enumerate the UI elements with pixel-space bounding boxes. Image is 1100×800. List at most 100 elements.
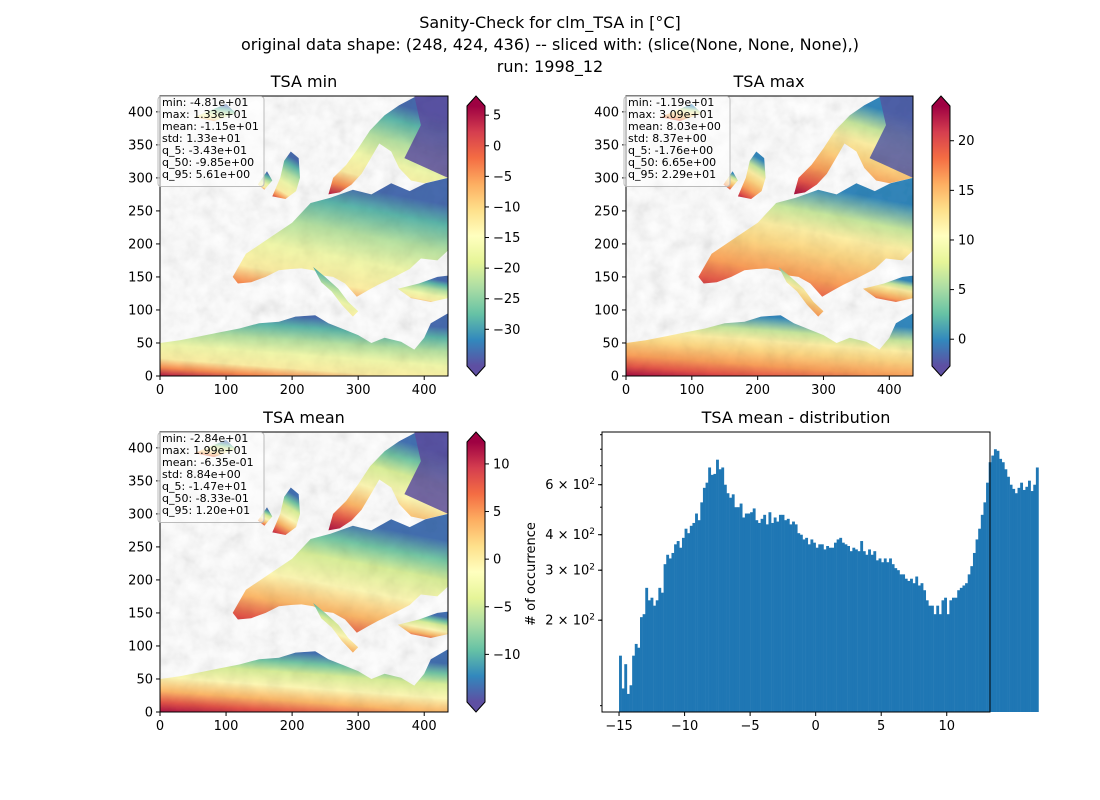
histogram-bar xyxy=(936,605,940,712)
histogram-bar xyxy=(797,533,801,712)
histogram-bar xyxy=(705,482,709,712)
stats-line: q_50: -8.33e-01 xyxy=(162,492,249,505)
histogram-bar xyxy=(744,513,748,712)
histogram-bar xyxy=(875,560,879,712)
land-mask xyxy=(626,96,913,376)
colorbar-tick-label: 20 xyxy=(958,134,975,149)
histogram-bar xyxy=(747,513,751,712)
histogram-bar xyxy=(687,533,691,712)
histogram-bar xyxy=(789,524,793,712)
colorbar-tick-label: −5 xyxy=(493,170,512,185)
stats-line: mean: -6.35e-01 xyxy=(162,456,254,469)
histogram-bar xyxy=(760,518,764,712)
colorbar-tick-label: −15 xyxy=(493,231,520,246)
stats-line: min: -2.84e+01 xyxy=(162,432,248,445)
histogram-bar xyxy=(1014,493,1018,712)
histogram-bar xyxy=(784,520,788,712)
histogram-bar xyxy=(881,562,885,712)
histogram-bar xyxy=(883,558,887,712)
land-region xyxy=(778,267,824,317)
histogram-bar xyxy=(658,587,662,712)
histogram-bar xyxy=(626,693,630,712)
histogram-bar xyxy=(1017,487,1021,712)
y-tick-label: 50 xyxy=(136,672,153,687)
histogram-bar xyxy=(1004,469,1008,712)
histogram-bar xyxy=(700,502,704,712)
histogram-bar xyxy=(718,469,722,712)
histogram-bar xyxy=(679,547,683,712)
stats-line: std: 8.84e+00 xyxy=(162,468,241,481)
y-tick-label: 400 xyxy=(128,105,153,120)
stats-line: q_95: 5.61e+00 xyxy=(162,168,250,181)
histogram-bar xyxy=(681,537,685,712)
land-region xyxy=(397,611,448,638)
histogram-bar xyxy=(1020,482,1024,712)
histogram-bar xyxy=(1001,462,1005,712)
histogram-bar xyxy=(1009,484,1013,712)
stats-line: mean: 8.03e+00 xyxy=(628,120,721,133)
histogram-bar xyxy=(695,513,698,712)
colorbar-tick-label: −25 xyxy=(493,292,520,307)
histogram-bar xyxy=(781,514,785,712)
y-tick-label: 4 × 102 xyxy=(545,527,595,543)
histogram-bar xyxy=(1007,476,1010,712)
panel-title: TSA min xyxy=(270,72,337,91)
histogram-bar xyxy=(629,685,633,712)
plot-frame xyxy=(625,95,914,377)
histogram-bar xyxy=(689,525,693,712)
histogram-bar xyxy=(755,520,759,712)
land-region xyxy=(869,96,913,178)
land-region xyxy=(272,151,300,199)
histogram-bar xyxy=(1025,486,1029,712)
histogram-bar xyxy=(886,562,890,712)
land-region xyxy=(232,177,448,297)
stats-line: min: -4.81e+01 xyxy=(162,96,248,109)
histogram-bar xyxy=(1035,467,1039,712)
histogram-bar xyxy=(794,524,798,712)
histogram-bar xyxy=(854,549,858,712)
histogram-bar xyxy=(986,482,989,712)
colorbar-tick-label: 5 xyxy=(958,283,966,298)
stats-box-bg xyxy=(157,96,265,187)
map-image xyxy=(160,432,448,712)
histogram-bar xyxy=(765,524,769,712)
histogram-bar xyxy=(632,655,636,712)
x-tick-label: 100 xyxy=(214,383,239,398)
histogram-bar xyxy=(737,507,740,712)
histogram-bar xyxy=(831,547,835,712)
histogram-bar xyxy=(731,494,735,712)
land-region xyxy=(698,177,913,297)
histogram-bar xyxy=(619,655,622,712)
colorbar-tick-label: 0 xyxy=(958,333,966,348)
panel-title: TSA max xyxy=(732,72,804,91)
histogram-bar xyxy=(637,647,641,712)
x-tick-label: 100 xyxy=(214,719,239,734)
colorbar-tick-label: −30 xyxy=(493,323,520,338)
histogram-bar xyxy=(949,600,953,712)
histogram-bar xyxy=(980,514,984,712)
land-mask xyxy=(160,432,448,712)
stats-line: std: 1.33e+01 xyxy=(162,132,241,145)
histogram-bar xyxy=(860,541,864,712)
histogram-bar xyxy=(852,547,856,712)
histogram-bar xyxy=(763,514,767,712)
stats-line: q_95: 1.20e+01 xyxy=(162,504,250,517)
histogram-bar xyxy=(873,551,877,712)
histogram-bar xyxy=(870,554,874,712)
histogram-bar xyxy=(799,534,803,712)
colorbar-tick-label: 0 xyxy=(493,553,501,568)
histogram-bar xyxy=(849,551,853,712)
histogram-bar xyxy=(899,574,903,712)
histogram-bar xyxy=(621,688,625,712)
histogram-bar xyxy=(742,517,746,712)
plot-frame xyxy=(159,431,449,713)
histogram-bar xyxy=(663,564,667,712)
histogram-bar xyxy=(834,542,837,712)
x-tick-label: 400 xyxy=(412,719,437,734)
histogram-bar xyxy=(862,551,866,712)
histogram-bar xyxy=(826,546,830,712)
stats-line: q_50: 6.65e+00 xyxy=(628,156,716,169)
